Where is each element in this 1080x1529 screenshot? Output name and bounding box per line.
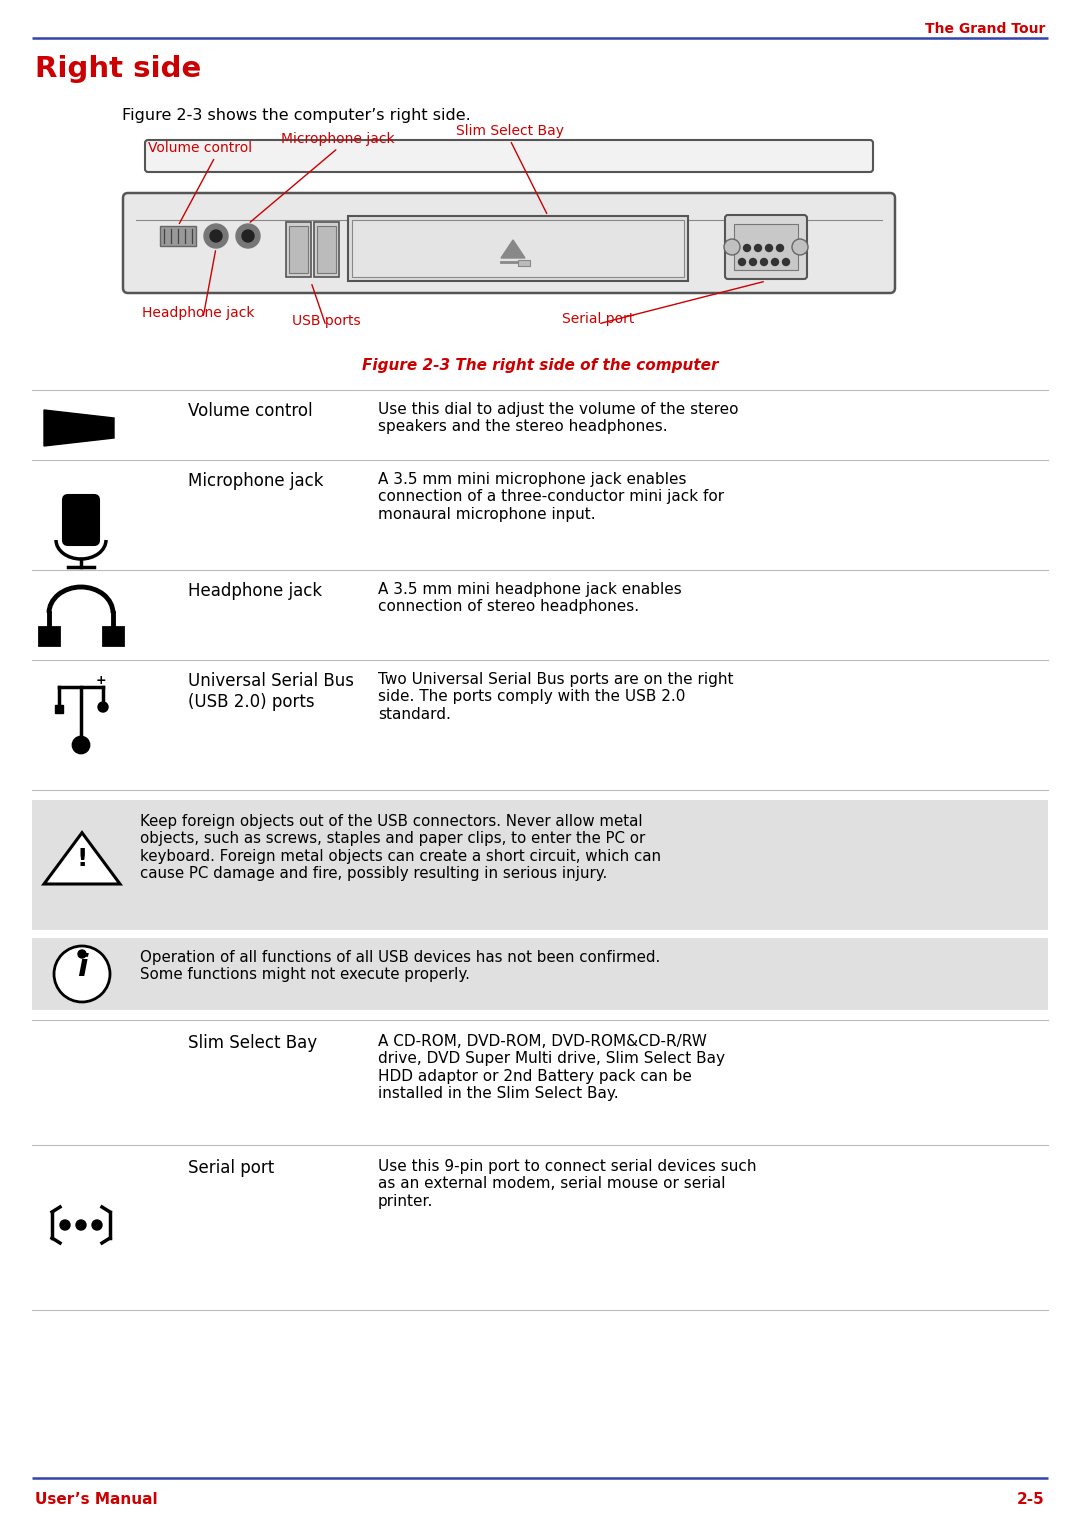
Text: Right side: Right side (35, 55, 201, 83)
Text: Serial port: Serial port (562, 312, 634, 326)
Text: Use this 9-pin port to connect serial devices such
as an external modem, serial : Use this 9-pin port to connect serial de… (378, 1159, 756, 1209)
Bar (160, 226, 195, 246)
Text: Volume control: Volume control (148, 141, 252, 154)
Text: 2-5: 2-5 (1017, 1492, 1045, 1508)
Text: +: + (96, 673, 106, 687)
Circle shape (98, 702, 108, 713)
Bar (286, 222, 311, 277)
Polygon shape (501, 240, 525, 258)
Polygon shape (44, 410, 114, 446)
Bar (32, 800, 1048, 930)
Circle shape (771, 258, 779, 266)
Text: Slim Select Bay: Slim Select Bay (456, 124, 564, 138)
Bar (289, 226, 308, 274)
Text: A 3.5 mm mini headphone jack enables
connection of stereo headphones.: A 3.5 mm mini headphone jack enables con… (378, 583, 681, 615)
Bar (318, 226, 336, 274)
Text: Figure 2-3 The right side of the computer: Figure 2-3 The right side of the compute… (362, 358, 718, 373)
Circle shape (78, 950, 86, 959)
Text: Headphone jack: Headphone jack (188, 583, 322, 599)
Bar (39, 627, 59, 645)
Text: A CD-ROM, DVD-ROM, DVD-ROM&CD-R/RW
drive, DVD Super Multi drive, Slim Select Bay: A CD-ROM, DVD-ROM, DVD-ROM&CD-R/RW drive… (378, 1034, 725, 1101)
Text: Microphone jack: Microphone jack (281, 131, 395, 145)
Text: Volume control: Volume control (188, 402, 312, 420)
Circle shape (724, 239, 740, 255)
Bar (55, 705, 63, 713)
Text: Use this dial to adjust the volume of the stereo
speakers and the stereo headpho: Use this dial to adjust the volume of th… (378, 402, 739, 434)
FancyBboxPatch shape (123, 193, 895, 294)
Text: Serial port: Serial port (188, 1159, 274, 1177)
Text: Two Universal Serial Bus ports are on the right
side. The ports comply with the : Two Universal Serial Bus ports are on th… (378, 673, 733, 722)
Text: Microphone jack: Microphone jack (188, 472, 324, 489)
Bar (352, 220, 684, 277)
Circle shape (73, 737, 89, 752)
Circle shape (755, 245, 761, 251)
FancyBboxPatch shape (145, 141, 873, 171)
FancyBboxPatch shape (725, 216, 807, 278)
Text: Slim Select Bay: Slim Select Bay (188, 1034, 318, 1052)
Circle shape (76, 1220, 86, 1229)
Circle shape (783, 258, 789, 266)
Text: Universal Serial Bus
(USB 2.0) ports: Universal Serial Bus (USB 2.0) ports (188, 673, 354, 711)
Text: i: i (77, 954, 87, 983)
Text: A 3.5 mm mini microphone jack enables
connection of a three-conductor mini jack : A 3.5 mm mini microphone jack enables co… (378, 472, 724, 521)
Circle shape (766, 245, 772, 251)
Circle shape (54, 946, 110, 1001)
Bar (348, 216, 688, 281)
Circle shape (743, 245, 751, 251)
Text: Headphone jack: Headphone jack (141, 306, 254, 320)
Text: The Grand Tour: The Grand Tour (924, 21, 1045, 37)
Bar (32, 937, 1048, 1011)
Text: !: ! (77, 847, 87, 872)
Bar (734, 225, 798, 271)
Text: User’s Manual: User’s Manual (35, 1492, 158, 1508)
Circle shape (237, 225, 260, 248)
Circle shape (750, 258, 756, 266)
Bar (103, 627, 123, 645)
Text: Keep foreign objects out of the USB connectors. Never allow metal
objects, such : Keep foreign objects out of the USB conn… (140, 813, 661, 881)
Text: Operation of all functions of all USB devices has not been confirmed.
Some funct: Operation of all functions of all USB de… (140, 950, 660, 983)
Bar (314, 222, 339, 277)
Circle shape (760, 258, 768, 266)
Circle shape (792, 239, 808, 255)
Text: Figure 2-3 shows the computer’s right side.: Figure 2-3 shows the computer’s right si… (122, 109, 471, 122)
Circle shape (60, 1220, 70, 1229)
Circle shape (204, 225, 228, 248)
Polygon shape (44, 833, 120, 884)
Circle shape (92, 1220, 102, 1229)
Circle shape (739, 258, 745, 266)
Circle shape (242, 229, 254, 242)
Text: USB ports: USB ports (292, 313, 361, 329)
Circle shape (777, 245, 783, 251)
Circle shape (210, 229, 222, 242)
FancyBboxPatch shape (63, 495, 99, 544)
Bar (518, 260, 530, 266)
